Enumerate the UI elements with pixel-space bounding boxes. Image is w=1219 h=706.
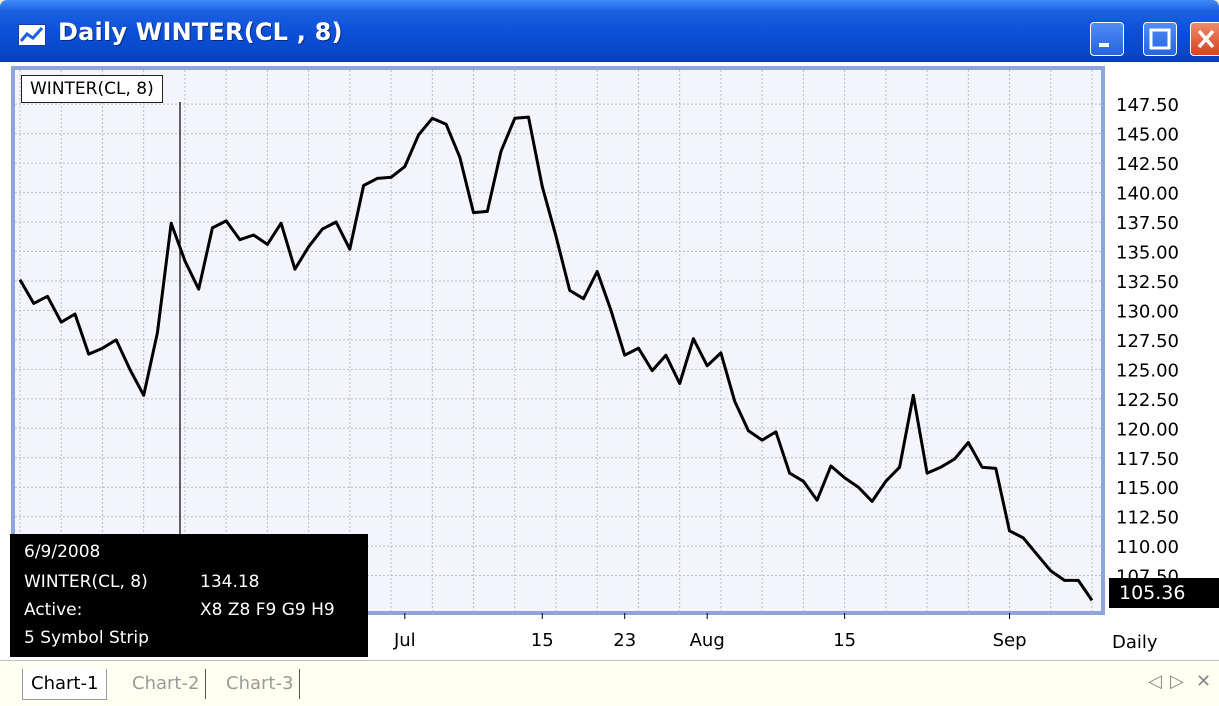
y-tick-label: 140.00 [1116, 184, 1179, 205]
maximize-icon [1149, 28, 1171, 50]
y-tick-label: 137.50 [1116, 213, 1179, 234]
y-tick-label: 135.00 [1116, 243, 1179, 264]
chart-canvas[interactable]: 147.50 145.00 142.50 140.00 137.50 135.00 132.… [0, 62, 1219, 660]
y-tick-label: 112.50 [1116, 508, 1179, 529]
y-axis: 147.50 145.00 142.50 140.00 137.50 135.00 132.… [1116, 95, 1179, 587]
y-tick-label: 147.50 [1116, 95, 1179, 116]
info-series-value: 134.18 [200, 572, 260, 592]
info-active-label: Active: [24, 600, 83, 620]
info-tooltip: 6/9/2008 WINTER(CL, 8) 134.18 Active: X8… [10, 534, 368, 657]
close-button[interactable] [1190, 22, 1219, 56]
tab-chart-3[interactable]: Chart-3 [220, 669, 301, 699]
close-icon [1197, 29, 1215, 49]
x-tick-label: 15 [531, 630, 554, 651]
y-tick-label: 127.50 [1116, 331, 1179, 352]
y-tick-label: 115.00 [1116, 478, 1179, 499]
triangle-left-icon[interactable]: ◁ [1148, 671, 1162, 692]
info-strip-label: 5 Symbol Strip [24, 628, 149, 648]
tab-strip: Chart-1 Chart-2 Chart-3 ◁ ▷ ✕ [0, 660, 1219, 706]
maximize-button[interactable] [1143, 22, 1177, 56]
x-tick-label: Sep [993, 630, 1027, 651]
minimize-icon [1099, 43, 1109, 47]
last-price-tag: 105.36 [1109, 578, 1219, 608]
series-legend-label: WINTER(CL, 8) [21, 75, 163, 103]
chart-window: 147.50 145.00 142.50 140.00 137.50 135.00 132.… [0, 62, 1219, 660]
chart-line-icon [18, 24, 46, 46]
y-tick-label: 120.00 [1116, 419, 1179, 440]
y-tick-label: 142.50 [1116, 154, 1179, 175]
triangle-right-icon[interactable]: ▷ [1170, 671, 1184, 692]
minimize-button[interactable] [1090, 22, 1124, 56]
plot-area [11, 66, 1105, 615]
tab-chart-1[interactable]: Chart-1 [22, 669, 108, 700]
price-line [18, 115, 1094, 602]
y-tick-label: 130.00 [1116, 301, 1179, 322]
tab-chart-2[interactable]: Chart-2 [126, 669, 207, 699]
info-series-label: WINTER(CL, 8) [24, 572, 148, 592]
y-tick-label: 145.00 [1116, 125, 1179, 146]
y-tick-label: 117.50 [1116, 449, 1179, 470]
y-tick-label: 110.00 [1116, 537, 1179, 558]
x-axis: Jul 15 23 Aug 15 Sep [393, 613, 1027, 651]
info-active-value: X8 Z8 F9 G9 H9 [200, 600, 335, 620]
y-tick-label: 125.00 [1116, 360, 1179, 381]
window-title: Daily WINTER(CL , 8) [58, 18, 343, 46]
info-date: 6/9/2008 [24, 542, 101, 562]
close-icon[interactable]: ✕ [1196, 671, 1212, 692]
x-tick-label: 23 [613, 630, 636, 651]
x-tick-label: Jul [393, 630, 416, 651]
title-bar[interactable]: Daily WINTER(CL , 8) [0, 0, 1219, 62]
x-tick-label: 15 [833, 630, 856, 651]
y-tick-label: 122.50 [1116, 390, 1179, 411]
y-tick-label: 132.50 [1116, 272, 1179, 293]
period-label: Daily [1112, 632, 1158, 653]
x-tick-label: Aug [690, 630, 725, 651]
